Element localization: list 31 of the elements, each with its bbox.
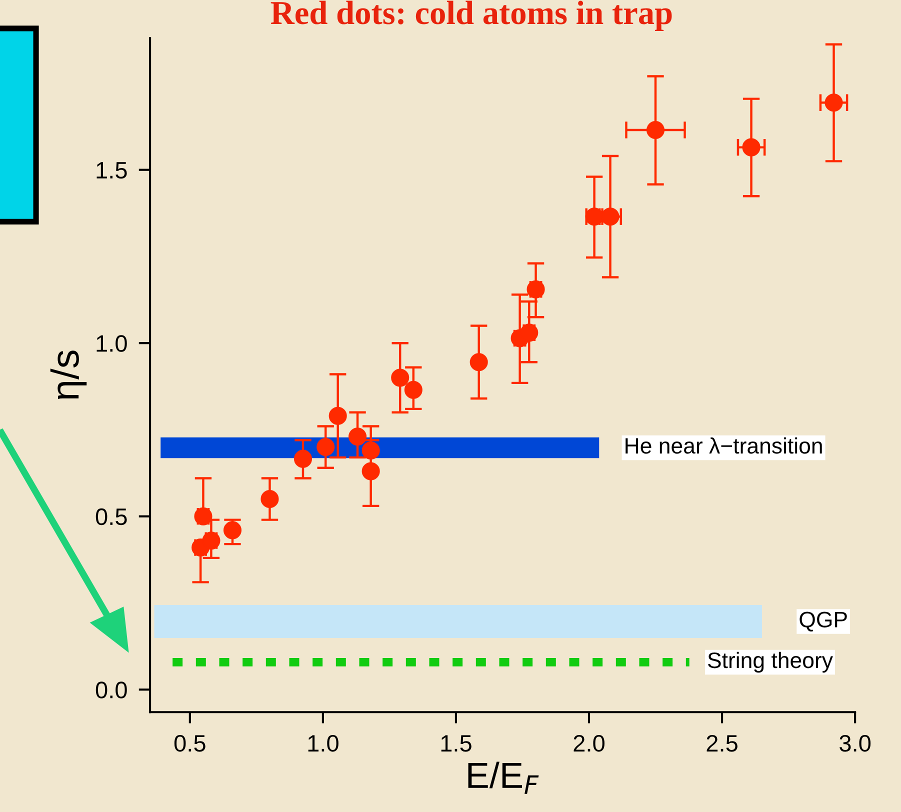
point [294,450,312,468]
x-axis-title: E/E$_{F}$ [468,762,539,794]
point [348,428,367,446]
point [601,208,620,226]
point [328,406,347,425]
x-tick-label: 1.0 [308,734,338,752]
y-tick-label: 1.0 [96,335,127,352]
y-tick-label: 1.5 [96,162,127,179]
y-axis-title: η/s [50,350,87,400]
band-label: QGP [800,612,847,632]
band-label: He near λ−transition [626,437,822,454]
x-tick-label: 0.5 [174,734,206,752]
point [362,441,380,460]
x-tick-label: 2.5 [706,734,738,752]
point [391,368,410,387]
ref-line-label: String theory [708,652,833,673]
point [223,521,242,540]
point [470,353,488,372]
point [646,120,665,140]
point [404,380,422,399]
point [260,490,279,508]
x-tick-label: 3.0 [840,734,871,752]
point [316,438,335,456]
y-tick-label: 0.5 [96,508,127,526]
chart-title: Red dots: cold atoms in trap [270,0,672,32]
point [824,94,843,112]
x-tick-label: 2.0 [574,734,604,752]
x-tick-label: 1.5 [441,735,472,752]
point [742,138,760,156]
point [362,462,380,480]
y-tick-label: 0.0 [96,682,127,698]
